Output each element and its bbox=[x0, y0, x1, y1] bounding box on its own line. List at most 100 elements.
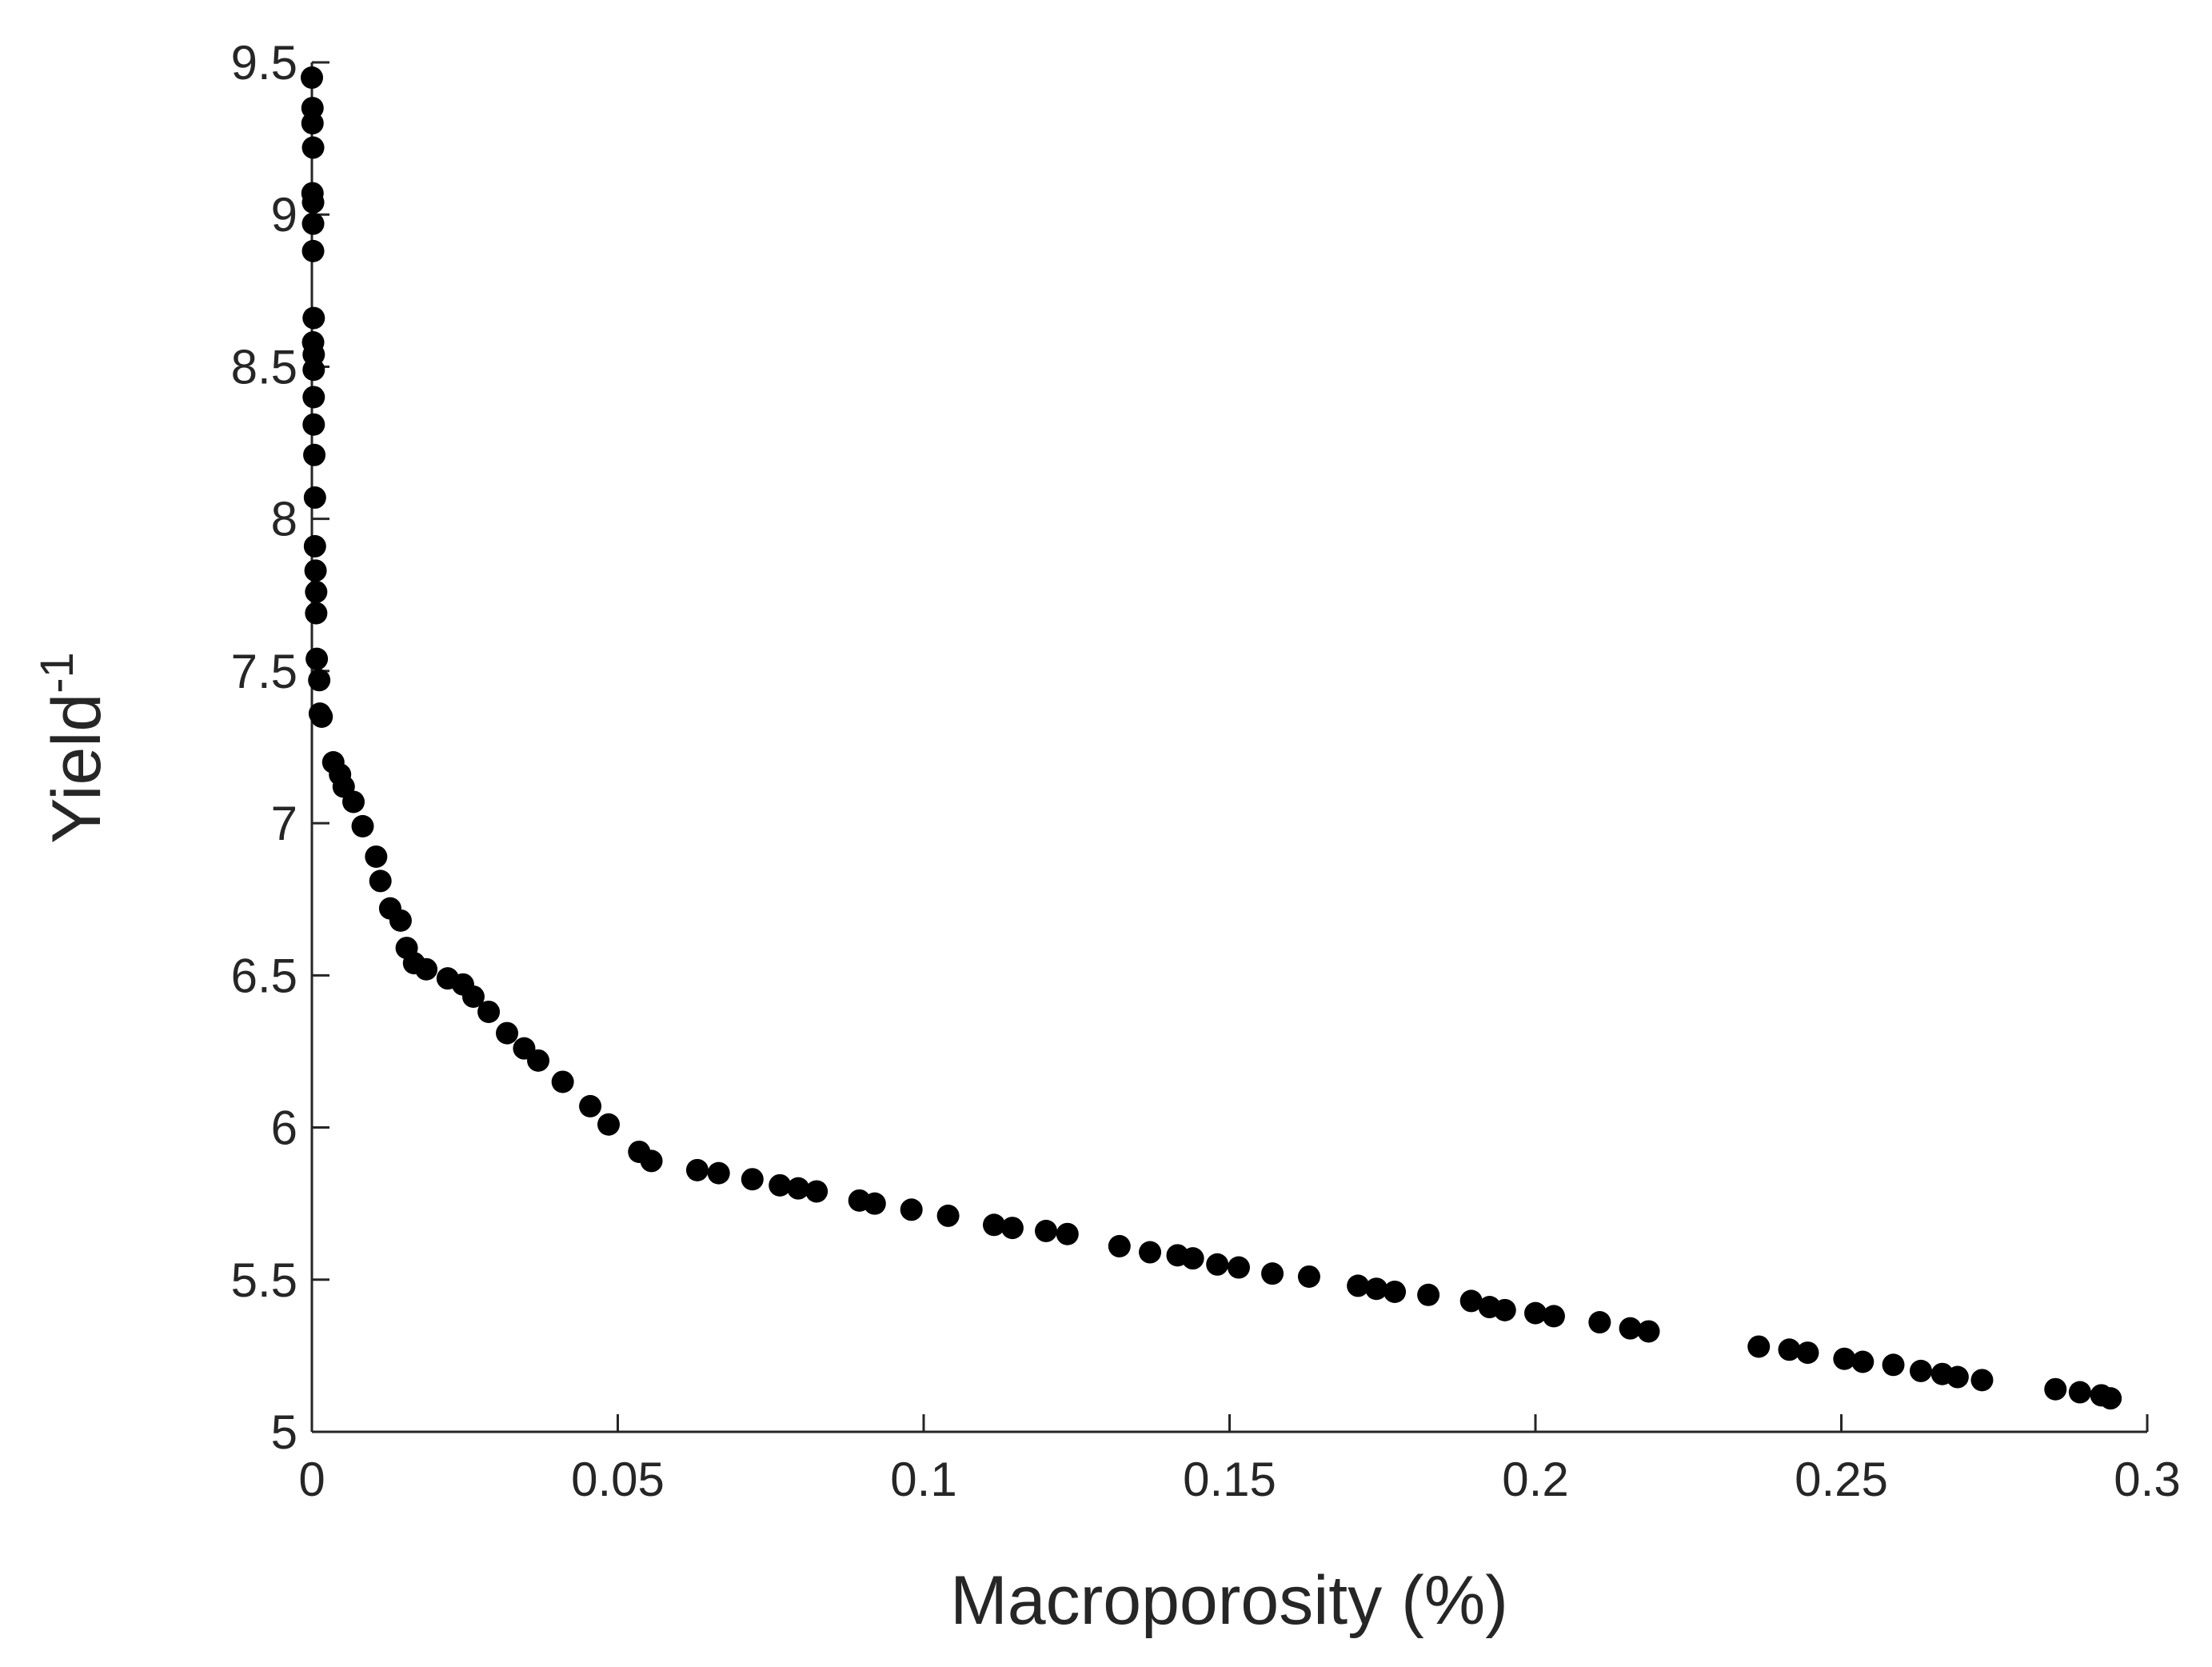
y-tick-label: 8 bbox=[271, 493, 297, 546]
data-point bbox=[303, 486, 326, 510]
data-point bbox=[342, 790, 365, 814]
x-tick-label: 0.05 bbox=[571, 1453, 665, 1506]
y-tick-label: 6 bbox=[271, 1101, 297, 1155]
points-group bbox=[301, 66, 2122, 1410]
data-point bbox=[1365, 1277, 1388, 1301]
y-axis-title-main: Yield bbox=[38, 694, 115, 844]
data-point bbox=[302, 306, 325, 330]
data-point bbox=[1796, 1341, 1819, 1365]
data-point bbox=[805, 1180, 829, 1203]
data-point bbox=[863, 1192, 886, 1215]
data-point bbox=[1542, 1305, 1565, 1328]
data-point bbox=[1851, 1350, 1875, 1373]
data-point bbox=[369, 869, 392, 893]
x-tick-label: 0.2 bbox=[1502, 1453, 1568, 1506]
data-point bbox=[640, 1149, 663, 1173]
data-point bbox=[305, 580, 328, 603]
data-point bbox=[302, 358, 325, 382]
data-point bbox=[900, 1198, 923, 1221]
y-tick-label: 5.5 bbox=[231, 1253, 297, 1307]
data-point bbox=[1181, 1247, 1204, 1270]
data-point bbox=[301, 212, 325, 235]
y-tick-label: 9.5 bbox=[231, 36, 297, 90]
data-point bbox=[304, 559, 327, 582]
data-point bbox=[579, 1094, 602, 1117]
data-point bbox=[301, 66, 323, 90]
data-point bbox=[551, 1070, 574, 1093]
data-point bbox=[351, 814, 374, 837]
data-point bbox=[1108, 1234, 1131, 1257]
x-tick-label: 0.15 bbox=[1183, 1453, 1276, 1506]
data-point bbox=[1833, 1347, 1856, 1370]
data-point bbox=[1417, 1283, 1440, 1306]
x-tick-label: 0.25 bbox=[1795, 1453, 1888, 1506]
data-point bbox=[1000, 1217, 1024, 1240]
data-point bbox=[2068, 1381, 2091, 1404]
data-point bbox=[1139, 1241, 1162, 1264]
data-point bbox=[305, 647, 329, 670]
data-point bbox=[1383, 1280, 1407, 1303]
data-point bbox=[1946, 1365, 1969, 1389]
data-point bbox=[1347, 1274, 1370, 1297]
data-point bbox=[302, 386, 325, 409]
data-point bbox=[2099, 1387, 2122, 1410]
data-point bbox=[305, 602, 328, 625]
data-point bbox=[415, 957, 438, 981]
y-tick-label: 7.5 bbox=[231, 645, 297, 698]
data-point bbox=[982, 1213, 1005, 1237]
data-point bbox=[1637, 1320, 1660, 1343]
y-tick-label: 6.5 bbox=[231, 949, 297, 1002]
data-point bbox=[1882, 1353, 1905, 1377]
data-point bbox=[1035, 1219, 1057, 1242]
data-point bbox=[597, 1113, 621, 1136]
ticks-group: 0 0.05 0.1 0.15 0.2 0.25 0.3 5 5.5 6 6.5 7 7.5 8 8.5 9 9… bbox=[231, 36, 2181, 1506]
data-point bbox=[1056, 1222, 1079, 1245]
data-point bbox=[769, 1173, 792, 1197]
data-point bbox=[707, 1161, 730, 1185]
data-point bbox=[1459, 1289, 1483, 1313]
data-point bbox=[1297, 1265, 1320, 1288]
data-point bbox=[308, 669, 331, 692]
data-point bbox=[496, 1021, 519, 1045]
x-axis-title: Macroporosity (%) bbox=[950, 1562, 1508, 1639]
data-point bbox=[461, 985, 485, 1008]
data-point bbox=[303, 534, 326, 558]
data-point bbox=[303, 443, 326, 466]
data-point bbox=[1261, 1262, 1284, 1285]
y-tick-label: 8.5 bbox=[231, 340, 297, 394]
data-point bbox=[477, 1000, 501, 1023]
data-point bbox=[787, 1177, 810, 1200]
data-point bbox=[1747, 1335, 1771, 1358]
data-point bbox=[301, 239, 325, 262]
data-point bbox=[301, 191, 325, 214]
y-tick-label: 5 bbox=[271, 1405, 297, 1459]
data-point bbox=[1206, 1253, 1229, 1276]
data-point bbox=[389, 909, 412, 932]
data-point bbox=[2044, 1377, 2067, 1401]
data-point bbox=[301, 112, 324, 135]
data-point bbox=[1588, 1311, 1611, 1334]
data-point bbox=[310, 705, 333, 728]
y-axis-title: Yield-1 bbox=[31, 652, 115, 844]
x-tick-label: 0 bbox=[298, 1453, 325, 1506]
data-point bbox=[1524, 1301, 1547, 1325]
x-tick-label: 0.1 bbox=[890, 1453, 956, 1506]
data-point bbox=[685, 1158, 709, 1181]
data-point bbox=[1970, 1369, 1994, 1392]
data-point bbox=[1493, 1298, 1516, 1321]
x-tick-label: 0.3 bbox=[2114, 1453, 2180, 1506]
data-point bbox=[1227, 1256, 1250, 1279]
data-point bbox=[365, 845, 388, 868]
y-tick-label: 9 bbox=[271, 188, 297, 242]
data-point bbox=[302, 413, 325, 436]
data-point bbox=[936, 1204, 960, 1227]
data-point bbox=[527, 1049, 550, 1072]
data-point bbox=[1778, 1338, 1801, 1361]
y-axis-title-superscript: -1 bbox=[31, 652, 83, 694]
data-point bbox=[741, 1168, 764, 1191]
data-point bbox=[301, 136, 325, 159]
y-tick-label: 7 bbox=[271, 797, 297, 850]
data-point bbox=[1909, 1359, 1932, 1382]
